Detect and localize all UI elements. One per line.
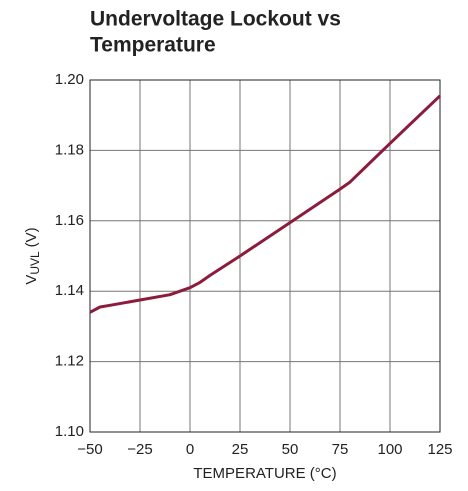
x-tick-label: 75 bbox=[332, 441, 349, 458]
y-tick-label: 1.18 bbox=[55, 141, 84, 158]
chart-title: Temperature bbox=[90, 34, 216, 57]
y-label-unit: (V) bbox=[23, 227, 40, 247]
y-tick-label: 1.20 bbox=[55, 71, 84, 88]
x-tick-label: 50 bbox=[282, 441, 299, 458]
x-axis-label: TEMPERATURE (°C) bbox=[193, 465, 336, 482]
chart-title: Undervoltage Lockout vs bbox=[90, 8, 341, 31]
x-tick-label: −25 bbox=[127, 441, 152, 458]
y-tick-label: 1.12 bbox=[55, 353, 84, 370]
x-tick-label: −50 bbox=[77, 441, 102, 458]
x-tick-label: 25 bbox=[232, 441, 249, 458]
y-tick-label: 1.16 bbox=[55, 212, 84, 229]
x-tick-label: 100 bbox=[377, 441, 402, 458]
x-tick-label: 0 bbox=[186, 441, 194, 458]
data-line bbox=[89, 94, 442, 314]
x-tick-label: 125 bbox=[427, 441, 452, 458]
y-label-sub: UVL bbox=[28, 251, 42, 275]
y-tick-label: 1.10 bbox=[55, 423, 84, 440]
y-axis-label: VUVL (V) bbox=[23, 227, 42, 284]
plot-frame bbox=[89, 79, 441, 433]
y-label-main: V bbox=[23, 275, 40, 285]
y-tick-label: 1.14 bbox=[55, 282, 84, 299]
